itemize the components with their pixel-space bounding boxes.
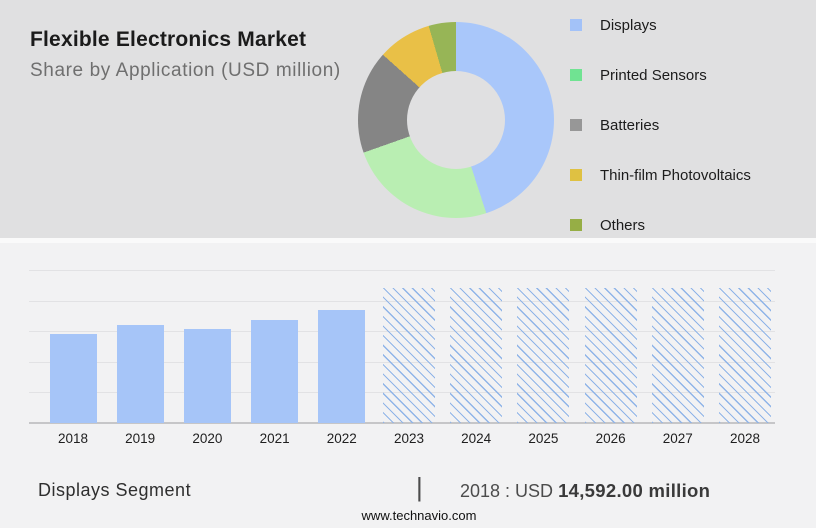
forecast-bar-2027 (651, 288, 704, 423)
page-title: Flexible Electronics Market (30, 28, 307, 51)
x-axis-label-2019: 2019 (125, 431, 156, 446)
segment-label: Displays Segment (38, 480, 192, 500)
donut-hole (407, 71, 505, 169)
x-axis-label-2018: 2018 (57, 431, 89, 446)
x-axis-label-2024: 2024 (461, 431, 492, 446)
forecast-bar-2025 (517, 288, 570, 423)
page-subtitle: Share by Application (USD million) (30, 60, 341, 81)
forecast-bar-2028 (719, 288, 771, 423)
bar-2018 (49, 333, 97, 423)
legend-swatch-icon (570, 169, 582, 181)
bar-2021 (251, 319, 299, 423)
x-axis-label-2028: 2028 (729, 431, 761, 446)
x-axis-label-2021: 2021 (259, 431, 290, 446)
header-panel: Flexible Electronics Market Share by App… (0, 0, 816, 238)
segment-value-amount: 14,592.00 million (558, 480, 711, 501)
bar-2022 (318, 310, 366, 423)
bar-chart-plot: 2018 2019 2020 2021 2022 2023 2024 2025 2026 2027… (29, 270, 775, 446)
x-axis-label-2025: 2025 (528, 431, 559, 446)
x-axis-label-2020: 2020 (192, 431, 223, 446)
website-link[interactable]: www.technavio.com (361, 508, 477, 523)
x-axis-line (29, 422, 775, 424)
forecast-bar-2024 (450, 288, 503, 423)
segment-value: 2018 : USD 14,592.00 million (460, 480, 710, 502)
forecast-bar-2023 (383, 288, 435, 423)
donut-chart (358, 22, 554, 218)
x-axis-label-2026: 2026 (595, 431, 626, 446)
legend-item: Printed Sensors (570, 50, 751, 100)
legend-item: Batteries (570, 100, 751, 150)
legend-swatch-icon (570, 69, 582, 81)
legend-item: Others (570, 200, 751, 250)
x-axis-label-2027: 2027 (662, 431, 693, 446)
footer-separator: | (416, 472, 423, 502)
chart-legend: Displays Printed Sensors Batteries Thin-fil… (570, 0, 751, 250)
bar-2020 (183, 328, 231, 423)
legend-swatch-icon (570, 19, 582, 31)
x-axis-label-2023: 2023 (393, 431, 425, 446)
segment-value-prefix: 2018 : USD (460, 481, 559, 501)
legend-item-label: Displays (600, 16, 657, 34)
x-axis-label-2022: 2022 (326, 431, 357, 446)
bar-chart-panel: 2018 2019 2020 2021 2022 2023 2024 2025 2026 2027… (0, 243, 816, 528)
legend-swatch-icon (570, 219, 582, 231)
legend-swatch-icon (570, 119, 582, 131)
panel-divider (0, 238, 816, 243)
bar-2019 (116, 324, 164, 423)
legend-item: Thin-film Photovoltaics (570, 150, 751, 200)
legend-item-label: Others (600, 216, 646, 234)
gridline (29, 270, 775, 271)
legend-item-label: Printed Sensors (600, 66, 707, 84)
legend-item-label: Batteries (600, 116, 660, 134)
legend-item: Displays (570, 0, 751, 50)
forecast-bar-2026 (584, 288, 637, 423)
legend-item-label: Thin-film Photovoltaics (600, 166, 751, 184)
